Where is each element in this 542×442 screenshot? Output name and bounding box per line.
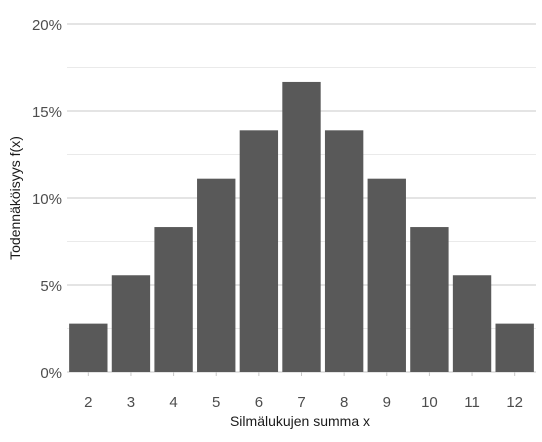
- y-tick-label: 5%: [40, 278, 62, 295]
- x-tick-labels: 2 3 4 5 6 7 8 9 10 11 12: [84, 372, 523, 411]
- x-tick-label: 11: [464, 394, 480, 411]
- bar-3: [111, 275, 151, 372]
- y-tick-label: 0%: [40, 365, 62, 382]
- x-tick-label: 8: [340, 394, 348, 411]
- bar-10: [410, 227, 449, 372]
- x-tick-label: 4: [169, 394, 177, 411]
- x-tick-label: 3: [127, 394, 135, 411]
- x-tick-label: 10: [421, 394, 438, 411]
- x-tick-label: 6: [255, 394, 263, 411]
- y-axis-title: Todennäköisyys f(x): [7, 136, 23, 260]
- x-tick-label: 7: [297, 394, 305, 411]
- bar-6: [239, 130, 279, 372]
- y-tick-label: 15%: [32, 104, 62, 121]
- y-tick-label: 20%: [32, 17, 62, 34]
- bar-9: [367, 178, 406, 372]
- bar-8: [324, 130, 364, 372]
- bar-7: [282, 81, 321, 372]
- x-axis-title: Silmälukujen summa x: [230, 413, 370, 429]
- bar-11: [452, 275, 492, 372]
- bar-2: [69, 323, 108, 372]
- y-tick-label: 10%: [32, 191, 62, 208]
- bar-5: [197, 178, 236, 372]
- x-tick-label: 5: [212, 394, 220, 411]
- bar-12: [495, 323, 534, 372]
- x-tick-label: 9: [383, 394, 391, 411]
- bar-4: [154, 227, 193, 372]
- x-tick-label: 2: [84, 394, 92, 411]
- bars: [69, 81, 534, 372]
- y-tick-labels: 0% 5% 10% 15% 20%: [32, 17, 62, 382]
- x-tick-label: 12: [506, 394, 523, 411]
